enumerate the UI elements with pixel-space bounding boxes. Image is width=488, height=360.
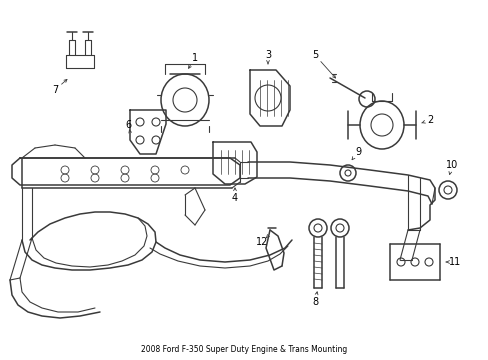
Text: 12: 12 xyxy=(255,237,267,247)
Text: 7: 7 xyxy=(52,85,58,95)
Text: 5: 5 xyxy=(311,50,318,60)
Text: 1: 1 xyxy=(192,53,198,63)
Text: 11: 11 xyxy=(448,257,460,267)
Text: 9: 9 xyxy=(354,147,360,157)
Text: 10: 10 xyxy=(445,160,457,170)
Text: 6: 6 xyxy=(124,120,131,130)
Text: 2: 2 xyxy=(426,115,432,125)
Text: 8: 8 xyxy=(311,297,317,307)
Text: 3: 3 xyxy=(264,50,270,60)
Text: 4: 4 xyxy=(231,193,238,203)
Text: 2008 Ford F-350 Super Duty Engine & Trans Mounting: 2008 Ford F-350 Super Duty Engine & Tran… xyxy=(141,346,346,355)
